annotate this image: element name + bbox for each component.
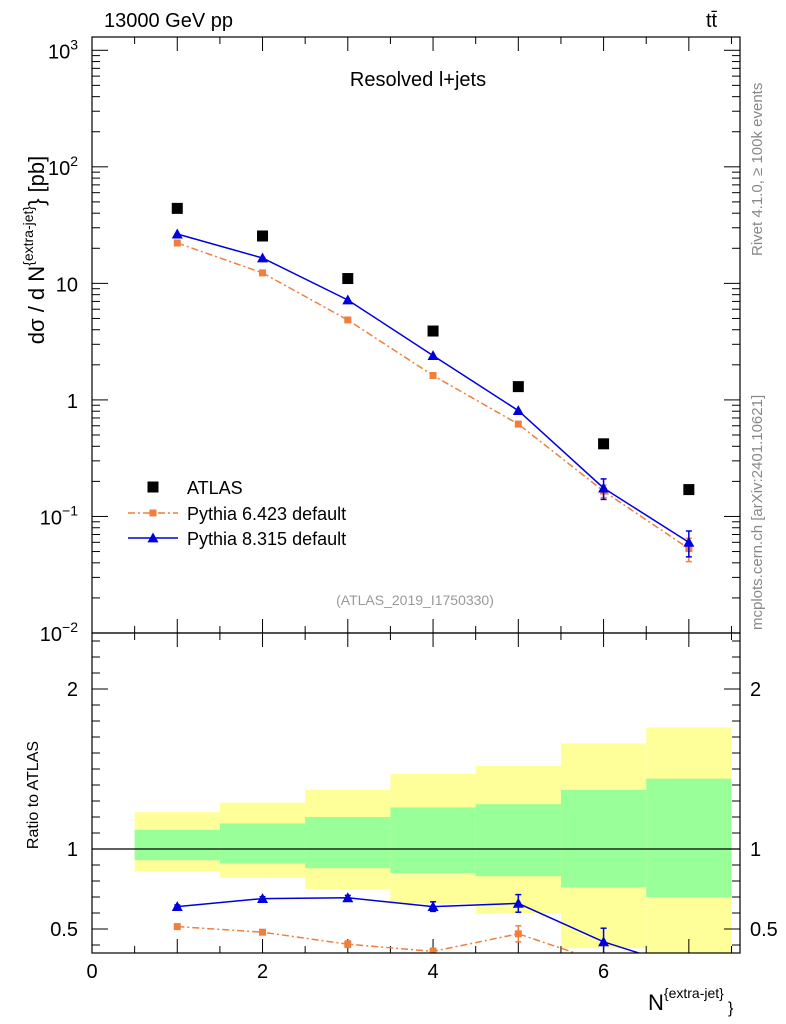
ratio-data-point	[512, 897, 524, 908]
ratio-data-point	[344, 940, 352, 948]
main-data-point	[171, 202, 183, 214]
main-ytick-label: 10	[56, 274, 78, 296]
ratio-band-green	[646, 778, 732, 897]
main-data-point	[427, 325, 439, 337]
main-data-point	[512, 405, 524, 415]
ratio-data-point	[429, 947, 437, 953]
main-ytick-base: 10	[48, 41, 70, 63]
ratio-xtick-label: 0	[86, 961, 97, 983]
ratio-xtick-label: 6	[598, 961, 609, 983]
ratio-ylabel-text: Ratio to ATLAS	[25, 741, 42, 849]
legend-marker	[149, 509, 157, 517]
ratio-data-point	[683, 964, 694, 974]
ratio-ytick-label-right: 2	[750, 679, 761, 701]
ratio-series-line-0	[177, 925, 578, 953]
x-axis-title-text: N	[648, 990, 664, 1015]
ratio-ytick-label-left: 0.5	[50, 919, 78, 941]
side-text-bottom: mcplots.cern.ch [arXiv:2401.10621]	[749, 395, 766, 630]
x-axis-title: N{extra-jet}	[648, 985, 724, 1015]
main-data-point	[344, 316, 352, 324]
ratio-band-green	[219, 823, 306, 864]
x-axis-title-sup: {extra-jet}	[664, 985, 724, 1001]
header-energy: 13000 GeV pp	[104, 10, 233, 32]
main-data-point	[683, 536, 695, 547]
ratio-data-point	[173, 923, 181, 931]
ratio-data-point	[259, 928, 267, 936]
main-data-point	[598, 482, 610, 493]
main-ytick-base: 10	[48, 158, 70, 180]
main-data-point	[259, 269, 267, 277]
legend: ATLAS Pythia 6.423 default Pythia 8.315 de…	[128, 478, 346, 549]
main-ytick-exp: −1	[62, 502, 78, 518]
main-title: Resolved l+jets	[350, 69, 486, 91]
main-ytick-label: 10−2	[40, 619, 78, 646]
main-ytick-exp: 2	[70, 153, 78, 169]
ratio-frame	[91, 632, 741, 954]
main-data-point	[257, 230, 269, 242]
ratio-data-point	[342, 892, 354, 903]
side-text-top: Rivet 4.1.0, ≥ 100k events	[749, 83, 766, 256]
ratio-data-point	[171, 901, 183, 911]
ratio-ylabel: Ratio to ATLAS	[25, 741, 42, 849]
main-ytick-base: 1	[67, 391, 78, 413]
main-data-point	[512, 381, 524, 393]
legend-label: Pythia 8.315 default	[187, 529, 346, 549]
legend-marker	[147, 532, 159, 543]
ratio-series-layer	[171, 892, 694, 974]
main-data-point	[173, 239, 181, 247]
ratio-band-green	[475, 804, 561, 877]
ratio-band-green	[305, 817, 391, 869]
main-ylabel-unit: } [pb]	[24, 156, 49, 206]
main-ylabel: dσ / d N{extra-jet}} [pb]	[20, 156, 49, 344]
ratio-ytick-label-left: 1	[67, 839, 78, 861]
ratio-xtick-label: 4	[427, 961, 438, 983]
main-ytick-label: 10−1	[40, 502, 78, 529]
side-text-bottom-label: mcplots.cern.ch [arXiv:2401.10621]	[749, 395, 766, 630]
side-text-top-label: Rivet 4.1.0, ≥ 100k events	[749, 83, 766, 256]
ratio-ytick-label-right: 1	[750, 839, 761, 861]
ratio-xtick-label: 2	[257, 961, 268, 983]
main-ytick-label: 1	[67, 391, 78, 413]
legend-label: Pythia 6.423 default	[187, 504, 346, 524]
header-process: tt̄	[706, 10, 718, 32]
ratio-band-green	[560, 789, 647, 888]
ratio-bands	[92, 727, 740, 953]
ratio-ytick-label-right: 0.5	[750, 919, 778, 941]
main-ylabel-sup: {extra-jet}	[20, 206, 36, 266]
main-data-point	[342, 294, 354, 305]
ratio-band-green	[390, 807, 476, 873]
main-data-point	[171, 228, 183, 239]
main-series-layer	[171, 202, 695, 563]
main-data-point	[514, 420, 522, 428]
main-data-point	[342, 273, 354, 285]
ratio-data-point	[427, 901, 439, 911]
main-ytick-base: 10	[40, 624, 62, 646]
ratio-data-point	[257, 893, 269, 903]
main-ytick-exp: −2	[62, 619, 78, 635]
main-series-line-1	[177, 242, 690, 550]
main-ytick-base: 10	[40, 507, 62, 529]
main-data-point	[429, 371, 437, 379]
legend-label: ATLAS	[187, 478, 243, 498]
main-ytick-exp: 3	[70, 36, 78, 52]
main-ytick-label: 103	[48, 36, 78, 63]
main-data-point	[257, 252, 269, 263]
legend-marker	[147, 481, 159, 493]
main-ylabel-text: dσ / d N	[24, 266, 49, 344]
x-axis-title-close: }	[728, 1000, 734, 1017]
ratio-ytick-label-left: 2	[67, 679, 78, 701]
main-data-point	[598, 438, 610, 450]
svg-text:dσ / d N{extra-jet}} [pb]: dσ / d N{extra-jet}} [pb]	[20, 156, 49, 344]
ratio-series-clip	[171, 892, 694, 974]
main-ytick-label: 102	[48, 153, 78, 180]
ratio-data-point	[598, 936, 610, 947]
ratio-data-point	[514, 930, 522, 938]
main-data-point	[683, 484, 695, 496]
main-data-point	[427, 350, 439, 361]
ratio-band-green	[134, 829, 220, 861]
main-ytick-base: 10	[56, 274, 78, 296]
watermark: (ATLAS_2019_I1750330)	[336, 592, 494, 608]
